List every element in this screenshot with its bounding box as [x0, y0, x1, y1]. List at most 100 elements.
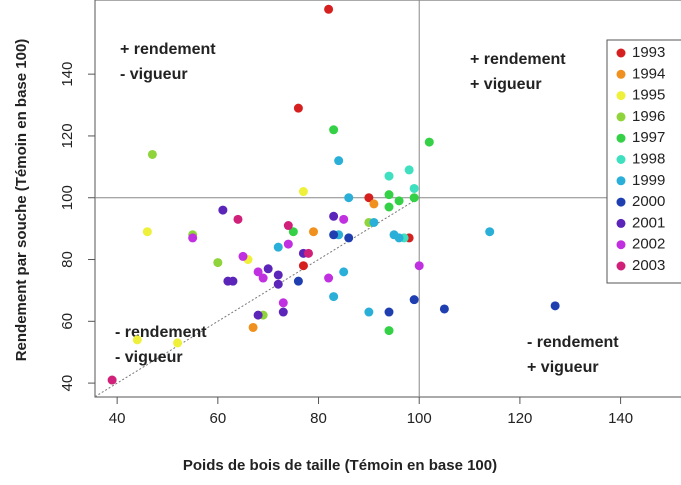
data-point — [384, 307, 394, 317]
data-point — [273, 242, 283, 252]
data-point — [394, 233, 404, 243]
data-point — [329, 230, 339, 240]
legend-swatch — [616, 48, 626, 58]
legend-swatch — [616, 133, 626, 143]
data-point — [384, 326, 394, 336]
data-point — [324, 4, 334, 14]
legend-label: 1998 — [632, 150, 665, 167]
data-point — [213, 258, 223, 268]
x-tick-label: 60 — [209, 410, 226, 427]
legend-swatch — [616, 261, 626, 271]
data-point — [132, 335, 142, 345]
data-point — [369, 217, 379, 227]
data-point — [384, 190, 394, 200]
x-tick-label: 140 — [608, 410, 633, 427]
data-point — [173, 338, 183, 348]
data-point — [485, 227, 495, 237]
data-point — [339, 214, 349, 224]
data-point — [384, 171, 394, 181]
data-point — [253, 267, 263, 277]
data-point — [283, 221, 293, 231]
legend-label: 1994 — [632, 65, 665, 82]
quadrant-annotation: + rendement — [470, 51, 566, 68]
data-point — [258, 273, 268, 283]
legend-label: 1999 — [632, 172, 665, 189]
data-point — [238, 251, 248, 261]
data-point — [142, 227, 152, 237]
legend-label: 1997 — [632, 129, 665, 146]
data-point — [283, 239, 293, 249]
legend-swatch — [616, 176, 626, 186]
legend-label: 2001 — [632, 214, 665, 231]
data-point — [384, 202, 394, 212]
data-point — [364, 307, 374, 317]
data-point — [414, 261, 424, 271]
data-point — [424, 137, 434, 147]
quadrant-annotation: - vigueur — [115, 349, 183, 366]
data-point — [404, 165, 414, 175]
data-point — [409, 193, 419, 203]
x-tick-label: 120 — [507, 410, 532, 427]
legend-label: 1993 — [632, 44, 665, 61]
data-point — [334, 156, 344, 166]
y-tick-label: 140 — [59, 62, 76, 87]
data-point — [228, 276, 238, 286]
x-axis-label: Poids de bois de taille (Témoin en base … — [183, 457, 497, 474]
x-tick-label: 100 — [407, 410, 432, 427]
data-point — [439, 304, 449, 314]
data-point — [364, 193, 374, 203]
quadrant-annotation: + vigueur — [470, 76, 542, 93]
data-point — [218, 205, 228, 215]
y-tick-label: 100 — [59, 185, 76, 210]
y-tick-label: 40 — [59, 375, 76, 392]
quadrant-annotation: - rendement — [115, 324, 207, 341]
data-point — [409, 183, 419, 193]
legend-label: 2003 — [632, 257, 665, 274]
x-tick-label: 40 — [109, 410, 126, 427]
data-point — [308, 227, 318, 237]
data-point — [409, 295, 419, 305]
data-point — [550, 301, 560, 311]
legend-swatch — [616, 155, 626, 164]
data-point — [273, 279, 283, 289]
data-point — [344, 233, 354, 243]
y-tick-label: 80 — [59, 251, 76, 268]
data-point — [188, 233, 198, 243]
diagonal-line — [94, 197, 420, 398]
data-point — [233, 214, 243, 224]
quadrant-annotation: + rendement — [120, 41, 216, 58]
data-point — [278, 307, 288, 317]
data-point — [293, 103, 303, 113]
data-point — [293, 276, 303, 286]
y-axis-label: Rendement par souche (Témoin en base 100… — [13, 39, 30, 362]
data-point — [288, 227, 298, 237]
data-point — [147, 149, 157, 159]
legend-label: 2002 — [632, 236, 665, 253]
data-point — [263, 264, 273, 274]
legend-swatch — [616, 69, 626, 79]
data-point — [394, 196, 404, 206]
data-point — [298, 261, 308, 271]
data-point — [107, 375, 117, 385]
data-point — [329, 125, 339, 135]
data-point — [248, 322, 258, 332]
data-point — [369, 199, 379, 209]
quadrant-annotation: + vigueur — [527, 359, 599, 376]
data-point — [278, 298, 288, 308]
x-tick-label: 80 — [310, 410, 327, 427]
data-point — [253, 310, 263, 320]
legend-swatch — [616, 91, 626, 101]
quadrant-annotation: - vigueur — [120, 66, 188, 83]
legend-label: 1996 — [632, 108, 665, 125]
data-point — [339, 267, 349, 277]
quadrant-annotation: - rendement — [527, 334, 619, 351]
data-point — [329, 292, 339, 302]
legend-swatch — [616, 197, 626, 207]
legend-swatch — [616, 218, 626, 228]
y-tick-label: 120 — [59, 123, 76, 148]
data-point — [329, 211, 339, 221]
y-tick-label: 60 — [59, 313, 76, 330]
legend-label: 1995 — [632, 87, 665, 104]
plot-frame — [94, 0, 681, 398]
